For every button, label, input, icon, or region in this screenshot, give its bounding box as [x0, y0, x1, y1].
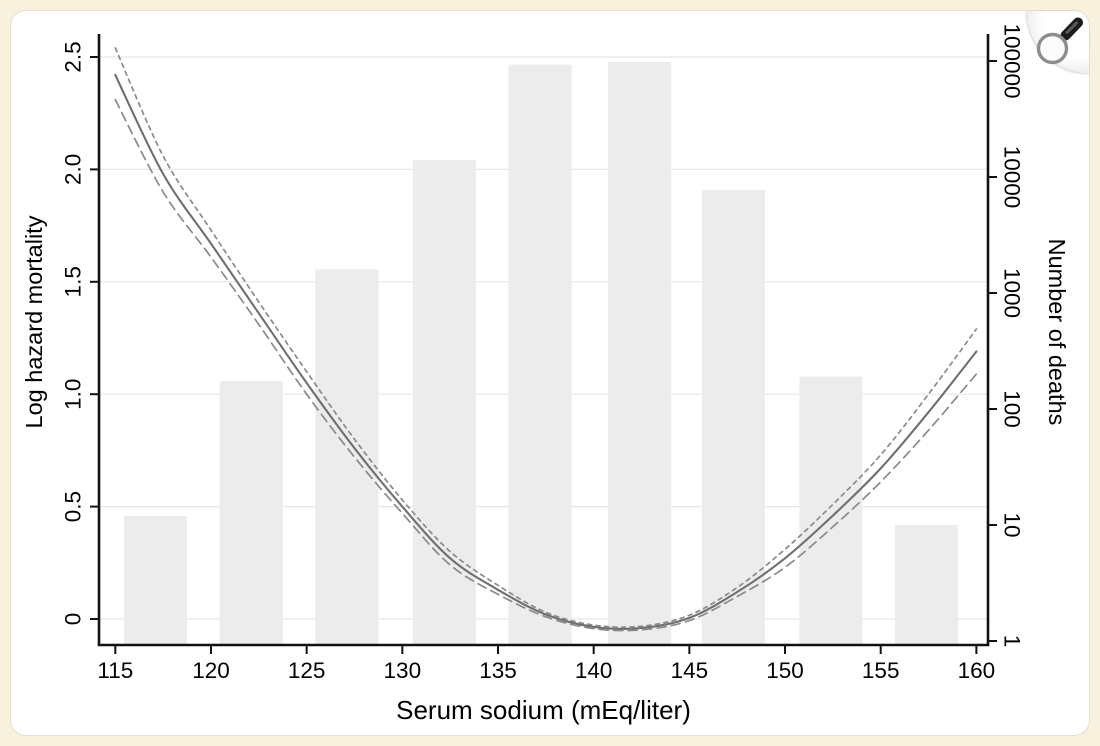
chart-card: 0 0.5 1.0 1.5 2.0 2.5 1 10 100 1000 10000 100000 115…	[10, 10, 1090, 736]
right-axis-tick-label: 10000	[1000, 146, 1025, 209]
left-axis-tick-label: 0.5	[61, 491, 86, 522]
x-axis-tick-label: 130	[384, 658, 422, 683]
left-axis-tick-label: 2.5	[61, 41, 86, 72]
right-axis-tick-label: 1000	[1000, 268, 1025, 318]
magnifier-handle-highlight	[1065, 21, 1078, 34]
right-axis-tick-label: 100000	[1000, 23, 1025, 98]
left-axis-tick-label: 0	[61, 613, 86, 626]
x-axis-tick-label: 120	[192, 658, 230, 683]
left-axis-title: Log hazard mortality	[21, 215, 47, 428]
histogram-bar	[508, 64, 572, 645]
x-axis-tick-label: 150	[766, 658, 804, 683]
magnifier-lens-highlight	[1041, 36, 1054, 46]
log-hazard-estimate-curve	[114, 73, 978, 630]
x-axis-tick-label: 140	[575, 658, 613, 683]
x-axis-tick-label: 160	[958, 658, 996, 683]
x-axis-tick-label: 155	[862, 658, 900, 683]
histogram-bar	[701, 190, 765, 646]
upper-confidence-limit-curve	[114, 47, 978, 629]
x-axis-tick-label: 145	[671, 658, 709, 683]
histogram-bar	[219, 380, 283, 645]
zoom-magnifier-button[interactable]	[1027, 11, 1089, 73]
histogram-bar	[799, 376, 863, 645]
right-axis-title: Number of deaths	[1044, 239, 1070, 426]
x-axis-title: Serum sodium (mEq/liter)	[396, 695, 691, 725]
magnifying-glass-icon	[1036, 17, 1083, 65]
right-axis-tick-label: 10	[1000, 512, 1025, 537]
x-axis-tick-label: 115	[97, 658, 133, 683]
left-axis-tick-label: 1.0	[61, 379, 86, 410]
left-axis-tick-label: 2.0	[61, 154, 86, 185]
mortality-sodium-chart: 0 0.5 1.0 1.5 2.0 2.5 1 10 100 1000 10000 100000 115…	[21, 23, 1070, 725]
right-axis-tick-label: 100	[1000, 390, 1025, 428]
left-axis-tick-label: 1.5	[61, 266, 86, 297]
x-axis-tick-label: 125	[288, 658, 326, 683]
histogram-bar	[895, 525, 959, 645]
right-axis-tick-label: 1	[1000, 635, 1025, 648]
lower-confidence-limit-curve	[114, 98, 978, 632]
x-axis-tick-label: 135	[479, 658, 517, 683]
histogram-bar	[608, 62, 672, 646]
histogram-bar	[315, 269, 379, 645]
histogram-bar	[123, 515, 188, 645]
histogram-bar	[412, 160, 476, 646]
